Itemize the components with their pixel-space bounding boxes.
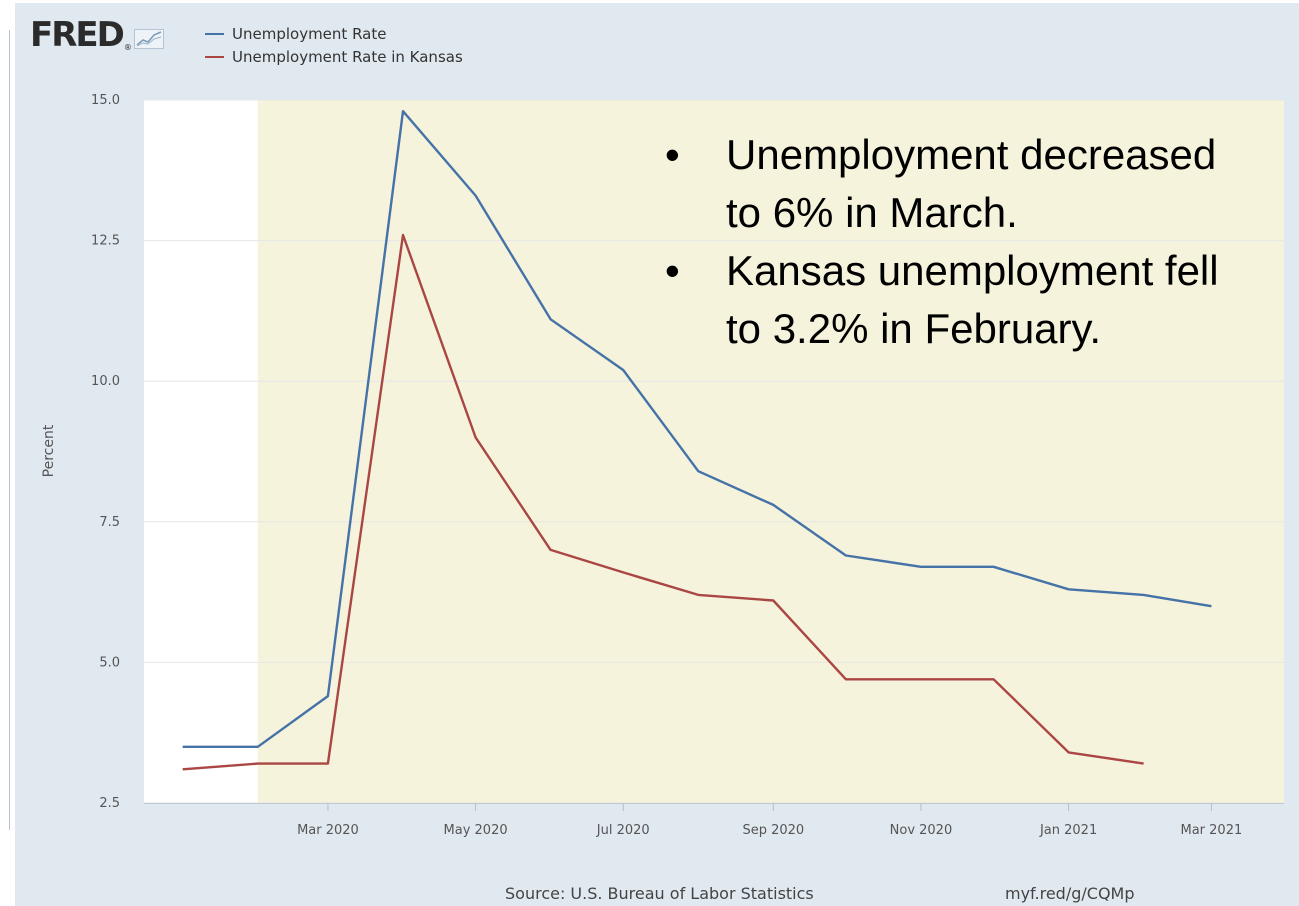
- y-tick-label: 2.5: [99, 796, 120, 811]
- x-axis-ticks: Mar 2020 May 2020 Jul 2020 Sep 2020 Nov 2020…: [144, 803, 1284, 838]
- y-tick-label: 7.5: [99, 515, 120, 530]
- y-tick-label: 15.0: [91, 93, 120, 108]
- fred-logo[interactable]: FRED ®: [30, 15, 164, 55]
- series-line-unemployment-rate[interactable]: [182, 109, 1212, 748]
- annotation-bullet-item: • Unemployment decreased to 6% in March.: [660, 126, 1260, 242]
- legend-swatch: [205, 55, 224, 58]
- legend-label: Unemployment Rate in Kansas: [232, 47, 463, 66]
- x-tick-label: Jul 2020: [596, 823, 650, 838]
- legend-item-unemployment-rate[interactable]: Unemployment Rate: [205, 22, 463, 45]
- y-tick-label: 10.0: [91, 374, 120, 389]
- legend-swatch: [205, 32, 224, 35]
- y-axis-title: Percent: [41, 424, 57, 477]
- annotation-bullet-item: • Kansas unemployment fell to 3.2% in Fe…: [660, 242, 1260, 358]
- bullet-glyph: •: [665, 131, 680, 178]
- short-link[interactable]: myf.red/g/CQMp: [1005, 884, 1135, 903]
- bullet-glyph: •: [665, 247, 680, 294]
- annotation-bullet-text: Unemployment decreased to 6% in March.: [726, 131, 1217, 236]
- chart-legend: Unemployment Rate Unemployment Rate in K…: [205, 22, 463, 68]
- source-credit: Source: U.S. Bureau of Labor Statistics: [505, 884, 814, 903]
- x-tick-label: Mar 2020: [297, 823, 359, 838]
- left-border-rule: [9, 30, 10, 830]
- legend-item-unemployment-rate-kansas[interactable]: Unemployment Rate in Kansas: [205, 45, 463, 68]
- shaded-recession-region: [257, 100, 1285, 803]
- x-tick-label: Mar 2021: [1181, 823, 1243, 838]
- x-tick-label: May 2020: [444, 823, 508, 838]
- annotation-bullet-text: Kansas unemployment fell to 3.2% in Febr…: [726, 247, 1219, 352]
- y-tick-label: 5.0: [99, 655, 120, 670]
- fred-sparkline-icon: [133, 29, 164, 49]
- annotation-text-box: • Unemployment decreased to 6% in March.…: [660, 126, 1260, 358]
- fred-logo-text: FRED: [30, 15, 125, 55]
- series-layer: [182, 109, 1212, 771]
- x-tick-label: Sep 2020: [742, 823, 804, 838]
- x-tick-label: Nov 2020: [890, 823, 953, 838]
- y-axis-ticks: 15.0 12.5 10.0 7.5 5.0 2.5: [91, 93, 120, 811]
- plot-background: [144, 100, 1285, 803]
- x-tick-label: Jan 2021: [1039, 823, 1097, 838]
- registered-mark: ®: [123, 43, 132, 52]
- series-line-unemployment-rate-kansas[interactable]: [182, 233, 1144, 771]
- y-tick-label: 12.5: [91, 234, 120, 249]
- legend-label: Unemployment Rate: [232, 24, 387, 43]
